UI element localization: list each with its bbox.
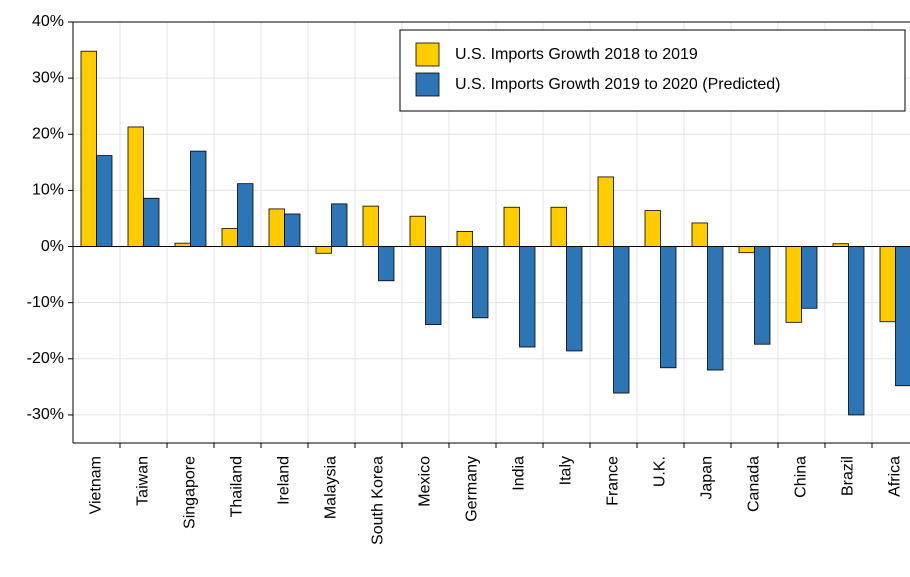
x-tick-label: Mexico (417, 456, 434, 507)
bar (174, 242, 191, 247)
bar (691, 222, 708, 247)
bar (425, 246, 442, 325)
y-tick-label: -20% (27, 350, 64, 367)
x-tick-label: Vietnam (88, 456, 105, 514)
x-tick-label: Italy (558, 456, 575, 485)
x-tick-label: China (793, 456, 810, 498)
bar (597, 176, 614, 247)
x-tick-label: Taiwan (135, 456, 152, 506)
bar (566, 246, 583, 352)
bar (613, 246, 630, 394)
bar (80, 50, 97, 247)
y-tick-label: 0% (41, 238, 64, 255)
x-tick-label: U.K. (652, 456, 669, 487)
x-tick-label: Ireland (276, 456, 293, 505)
bar (801, 246, 818, 309)
y-tick-label: 40% (32, 13, 64, 30)
x-tick-label: Japan (699, 456, 716, 500)
bar (472, 246, 489, 319)
bar (127, 126, 144, 247)
y-tick-label: 20% (32, 125, 64, 142)
bar (378, 246, 395, 282)
x-tick-label: Singapore (182, 456, 199, 529)
bar (879, 246, 896, 323)
y-tick-label: -30% (27, 406, 64, 423)
bar (268, 208, 285, 247)
y-tick-label: 30% (32, 69, 64, 86)
bar (550, 206, 567, 247)
bar (362, 205, 379, 247)
bar (456, 230, 473, 247)
bar (331, 203, 348, 247)
x-tick-label: France (605, 456, 622, 506)
x-tick-label: Brazil (840, 456, 857, 496)
bar (503, 206, 520, 247)
x-tick-label: India (511, 456, 528, 491)
bar (738, 246, 755, 254)
bar (519, 246, 536, 348)
x-tick-label: Canada (746, 456, 763, 512)
x-tick-label: South Korea (370, 456, 387, 545)
bar (660, 246, 677, 369)
bar (315, 246, 332, 254)
bar (221, 228, 238, 247)
y-tick-label: -10% (27, 294, 64, 311)
bar (409, 215, 426, 247)
x-tick-label: Germany (464, 456, 481, 522)
bar (96, 155, 113, 247)
bar (284, 213, 301, 247)
x-tick-label: Malaysia (323, 456, 340, 519)
bar (785, 246, 802, 323)
legend-label: U.S. Imports Growth 2019 to 2020 (Predic… (455, 76, 780, 93)
x-tick-label: Africa (887, 456, 904, 497)
legend-swatch (415, 42, 440, 67)
bar (143, 197, 160, 247)
bar (895, 246, 910, 387)
bar (190, 150, 207, 247)
bar (754, 246, 771, 345)
bar (707, 246, 724, 371)
legend-box (399, 29, 906, 112)
bar (644, 210, 661, 247)
legend-label: U.S. Imports Growth 2018 to 2019 (455, 46, 698, 63)
bar (237, 183, 254, 247)
legend-swatch (415, 72, 440, 97)
x-tick-label: Thailand (229, 456, 246, 517)
bar (848, 246, 865, 416)
y-tick-label: 10% (32, 182, 64, 199)
